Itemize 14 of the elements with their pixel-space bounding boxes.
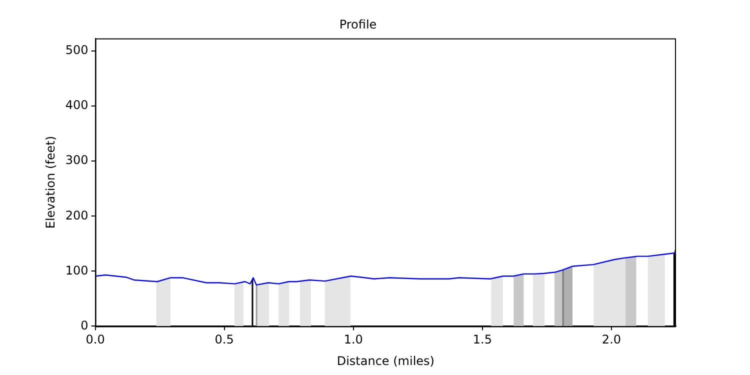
chart-title: Profile: [339, 17, 377, 32]
x-tick-label: 0.0: [86, 332, 105, 347]
y-tick-label: 100: [65, 263, 88, 278]
y-tick-label: 0: [80, 318, 88, 332]
y-tick-label: 200: [65, 208, 88, 222]
x-tick-label: 1.0: [344, 332, 363, 347]
y-tick-label: 300: [65, 153, 88, 168]
y-tick-label: 500: [65, 43, 88, 58]
x-axis-title: Distance (miles): [336, 354, 434, 368]
x-tick-label: 1.5: [472, 332, 492, 347]
y-tick-label: 400: [65, 98, 88, 112]
y-axis-title: Elevation (feet): [43, 136, 58, 229]
x-tick-label: 2.0: [602, 332, 622, 347]
x-tick-label: 0.5: [214, 332, 234, 347]
